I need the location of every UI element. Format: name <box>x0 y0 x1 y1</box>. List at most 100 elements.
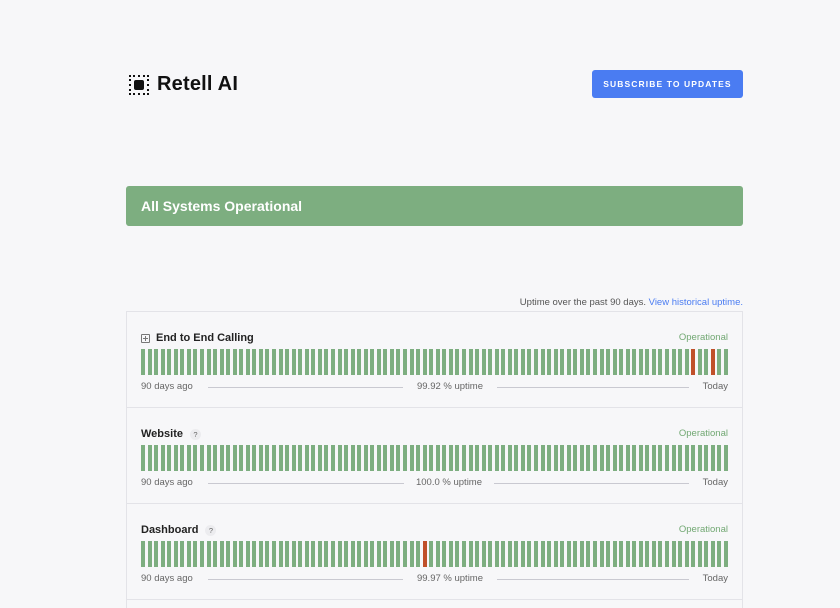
uptime-bar[interactable] <box>147 349 152 375</box>
uptime-bar[interactable] <box>376 541 381 567</box>
uptime-bar[interactable] <box>468 445 473 471</box>
uptime-bar[interactable] <box>324 349 329 375</box>
uptime-bar[interactable] <box>691 445 696 471</box>
uptime-bar[interactable] <box>625 349 630 375</box>
uptime-bar[interactable] <box>429 541 434 567</box>
uptime-bar[interactable] <box>520 541 525 567</box>
uptime-bar[interactable] <box>475 445 480 471</box>
uptime-bar[interactable] <box>226 541 231 567</box>
uptime-bar[interactable] <box>291 445 296 471</box>
uptime-bar[interactable] <box>219 541 224 567</box>
uptime-bar[interactable] <box>586 349 591 375</box>
uptime-bar[interactable] <box>612 541 617 567</box>
uptime-bar[interactable] <box>396 445 401 471</box>
uptime-bar[interactable] <box>147 445 152 471</box>
uptime-bar[interactable] <box>494 445 499 471</box>
uptime-bar[interactable] <box>599 541 604 567</box>
uptime-bar[interactable] <box>632 541 637 567</box>
uptime-bar[interactable] <box>488 349 493 375</box>
uptime-bar[interactable] <box>461 445 466 471</box>
expand-plus-icon[interactable] <box>141 333 150 343</box>
uptime-bar[interactable] <box>619 541 624 567</box>
uptime-bar[interactable] <box>337 349 342 375</box>
uptime-bar-incident[interactable] <box>691 349 696 375</box>
uptime-bar[interactable] <box>710 541 715 567</box>
uptime-bar-incident[interactable] <box>710 349 715 375</box>
uptime-bar[interactable] <box>403 541 408 567</box>
uptime-bar[interactable] <box>697 541 702 567</box>
uptime-bar[interactable] <box>245 541 250 567</box>
uptime-bar[interactable] <box>324 541 329 567</box>
uptime-bar[interactable] <box>665 349 670 375</box>
uptime-bar[interactable] <box>586 541 591 567</box>
uptime-bar[interactable] <box>239 541 244 567</box>
help-icon[interactable]: ? <box>189 428 201 440</box>
uptime-bar[interactable] <box>606 445 611 471</box>
uptime-bar[interactable] <box>180 445 185 471</box>
uptime-bar[interactable] <box>206 541 211 567</box>
uptime-bar[interactable] <box>560 541 565 567</box>
uptime-bar[interactable] <box>213 541 218 567</box>
brand-logo[interactable]: Retell AI <box>128 73 238 96</box>
uptime-bar[interactable] <box>304 541 309 567</box>
uptime-bar[interactable] <box>481 445 486 471</box>
uptime-bar[interactable] <box>311 541 316 567</box>
uptime-bar[interactable] <box>245 445 250 471</box>
uptime-bar[interactable] <box>350 541 355 567</box>
uptime-bar[interactable] <box>461 349 466 375</box>
help-icon[interactable]: ? <box>205 524 217 536</box>
uptime-bar[interactable] <box>370 445 375 471</box>
uptime-bar[interactable] <box>566 541 571 567</box>
uptime-bar[interactable] <box>507 541 512 567</box>
uptime-bar[interactable] <box>435 541 440 567</box>
uptime-bar[interactable] <box>298 445 303 471</box>
uptime-bar[interactable] <box>416 541 421 567</box>
uptime-bar[interactable] <box>317 445 322 471</box>
uptime-bar[interactable] <box>697 445 702 471</box>
uptime-bar[interactable] <box>724 541 728 567</box>
uptime-bar[interactable] <box>272 349 276 375</box>
uptime-bar[interactable] <box>599 445 604 471</box>
uptime-bar[interactable] <box>684 541 689 567</box>
uptime-bar[interactable] <box>167 541 172 567</box>
uptime-bar[interactable] <box>724 349 728 375</box>
uptime-bar[interactable] <box>403 349 408 375</box>
uptime-bar[interactable] <box>442 541 447 567</box>
uptime-bar[interactable] <box>167 445 172 471</box>
uptime-bar[interactable] <box>363 349 368 375</box>
uptime-bar[interactable] <box>534 445 539 471</box>
uptime-bar[interactable] <box>252 445 257 471</box>
uptime-bar[interactable] <box>540 445 545 471</box>
uptime-bar[interactable] <box>278 349 283 375</box>
uptime-bar[interactable] <box>357 541 362 567</box>
uptime-bar[interactable] <box>291 349 296 375</box>
uptime-bar[interactable] <box>206 349 211 375</box>
uptime-bar[interactable] <box>527 445 532 471</box>
uptime-bar[interactable] <box>376 445 381 471</box>
uptime-bar[interactable] <box>678 541 683 567</box>
uptime-bar[interactable] <box>671 541 676 567</box>
uptime-bar[interactable] <box>488 445 493 471</box>
uptime-bar[interactable] <box>606 541 611 567</box>
uptime-bar[interactable] <box>285 541 290 567</box>
uptime-bar[interactable] <box>651 349 656 375</box>
uptime-bar[interactable] <box>494 541 499 567</box>
uptime-bar[interactable] <box>383 541 388 567</box>
uptime-bar[interactable] <box>186 349 191 375</box>
uptime-bar[interactable] <box>304 445 309 471</box>
uptime-bar[interactable] <box>226 349 231 375</box>
uptime-bar[interactable] <box>645 445 650 471</box>
uptime-bar[interactable] <box>678 349 683 375</box>
uptime-bar[interactable] <box>232 349 237 375</box>
uptime-bar[interactable] <box>186 445 191 471</box>
uptime-bar[interactable] <box>278 445 283 471</box>
uptime-bar[interactable] <box>337 445 342 471</box>
uptime-bar[interactable] <box>678 445 683 471</box>
uptime-bar[interactable] <box>592 349 597 375</box>
uptime-bar[interactable] <box>501 349 506 375</box>
uptime-bar[interactable] <box>435 445 440 471</box>
uptime-bar[interactable] <box>547 445 552 471</box>
uptime-bar[interactable] <box>409 541 414 567</box>
uptime-bar[interactable] <box>612 349 617 375</box>
uptime-bar[interactable] <box>154 445 159 471</box>
